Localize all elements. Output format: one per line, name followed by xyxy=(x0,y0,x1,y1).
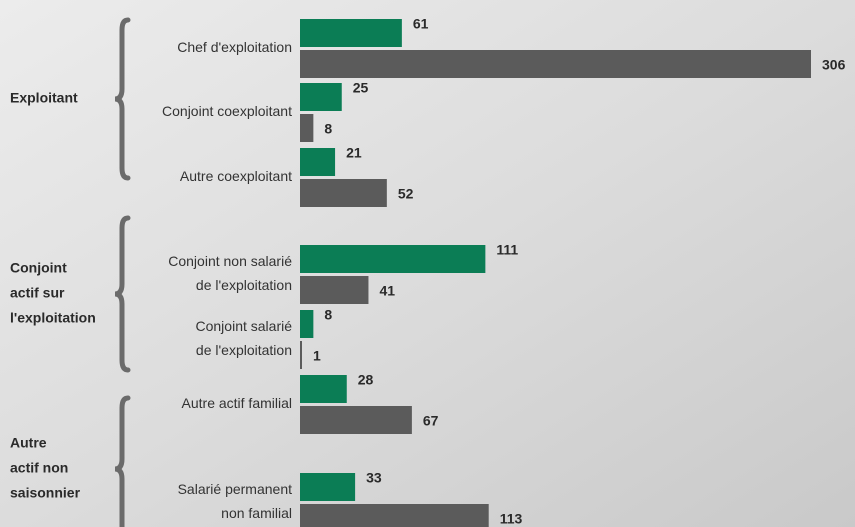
value-label: 113 xyxy=(500,511,523,527)
category-label: Conjoint coexploitant xyxy=(162,103,292,119)
category-label: Salarié permanent xyxy=(178,481,293,497)
group-label: Exploitant xyxy=(10,90,78,106)
category-label: Autre coexploitant xyxy=(180,168,292,184)
group-label: Conjoint xyxy=(10,260,67,276)
value-label: 1 xyxy=(313,348,321,364)
bar xyxy=(300,504,489,527)
bar xyxy=(300,114,314,142)
value-label: 33 xyxy=(366,470,382,486)
bar xyxy=(300,148,336,176)
group-label: Autre xyxy=(10,435,47,451)
category-label: non familial xyxy=(221,505,292,521)
value-label: 8 xyxy=(324,307,332,323)
value-label: 306 xyxy=(822,57,846,73)
value-label: 52 xyxy=(398,186,414,202)
category-label: de l'exploitation xyxy=(196,277,292,293)
group-brace xyxy=(114,395,131,527)
group-label: l'exploitation xyxy=(10,310,96,326)
bar xyxy=(300,310,314,338)
group-brace xyxy=(114,215,131,373)
group-label: saisonnier xyxy=(10,485,81,501)
group-label: actif sur xyxy=(10,285,65,301)
bar xyxy=(300,19,402,47)
value-label: 8 xyxy=(324,121,332,137)
value-label: 21 xyxy=(346,145,362,161)
group-label: actif non xyxy=(10,460,68,476)
bar xyxy=(300,83,342,111)
category-label: de l'exploitation xyxy=(196,342,292,358)
group-brace xyxy=(114,17,131,181)
value-label: 67 xyxy=(423,413,439,429)
bar xyxy=(300,341,302,369)
bar xyxy=(300,50,811,78)
category-label: Autre actif familial xyxy=(182,395,292,411)
value-label: 25 xyxy=(353,80,369,96)
bar xyxy=(300,406,412,434)
value-label: 61 xyxy=(413,16,429,32)
category-label: Conjoint non salarié xyxy=(168,253,292,269)
value-label: 41 xyxy=(379,283,395,299)
bar xyxy=(300,245,486,273)
category-label: Conjoint salarié xyxy=(196,318,293,334)
bar xyxy=(300,375,347,403)
bar xyxy=(300,179,387,207)
bar xyxy=(300,473,356,501)
value-label: 28 xyxy=(358,372,374,388)
bar xyxy=(300,276,369,304)
category-label: Chef d'exploitation xyxy=(177,39,292,55)
value-label: 111 xyxy=(496,242,518,258)
